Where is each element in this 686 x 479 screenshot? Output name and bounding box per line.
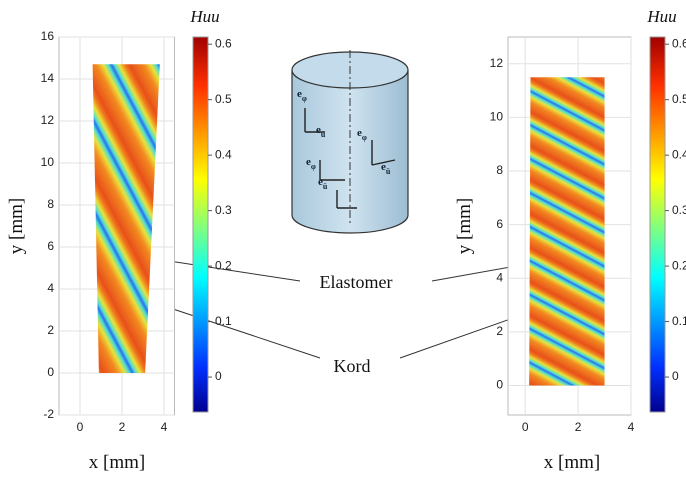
y-axis-label: y [mm]: [454, 198, 475, 254]
y-tick-label: 12: [490, 56, 504, 70]
colorbar-tick-label: 0: [672, 369, 679, 383]
x-axis-label: x [mm]: [89, 452, 145, 473]
colorbar-tick-label: 0.6: [215, 36, 232, 50]
colorbar-title: Huu: [189, 7, 219, 26]
colorbar-title: Huu: [646, 7, 676, 26]
y-tick-label: 8: [496, 163, 503, 177]
colorbar-tick-label: 0.2: [672, 258, 686, 272]
colorbar: [650, 37, 665, 412]
x-tick-label: 0: [522, 420, 529, 434]
colorbar-tick-label: 0.3: [215, 203, 232, 217]
y-tick-label: 2: [47, 323, 54, 337]
y-tick-label: 16: [41, 29, 55, 43]
y-tick-label: 8: [47, 197, 54, 211]
y-tick-label: 0: [47, 365, 54, 379]
colorbar-tick-label: 0.4: [215, 147, 232, 161]
y-tick-label: 12: [41, 113, 55, 127]
colorbar-tick-label: 0.5: [215, 92, 232, 106]
vector-sub: ū: [386, 167, 391, 176]
x-tick-label: 0: [77, 420, 84, 434]
x-axis-label: x [mm]: [544, 452, 600, 473]
x-tick-label: 2: [575, 420, 582, 434]
y-tick-label: 0: [496, 378, 503, 392]
y-tick-label: 10: [41, 155, 55, 169]
y-tick-label: 6: [47, 239, 54, 253]
x-tick-label: 4: [628, 420, 635, 434]
colorbar-tick-label: 0.6: [672, 36, 686, 50]
cylinder: [292, 50, 408, 233]
y-tick-label: 10: [490, 110, 504, 124]
y-tick-label: 4: [47, 281, 54, 295]
figure: eφeūeφeūeφeū Elastomer Kord 024-20246810…: [0, 0, 686, 479]
x-tick-label: 2: [119, 420, 126, 434]
vector-sub: φ: [311, 162, 316, 171]
vector-sub: ū: [321, 130, 326, 139]
y-tick-label: 14: [41, 71, 55, 85]
annotation: Kord: [334, 356, 371, 376]
y-tick-label: -2: [43, 407, 54, 421]
colorbar-tick-label: 0.2: [215, 258, 232, 272]
x-tick-label: 4: [161, 420, 168, 434]
y-tick-label: 2: [496, 324, 503, 338]
colorbar-tick-label: 0: [215, 369, 222, 383]
strain-field: [529, 77, 604, 385]
vector-sub: φ: [362, 133, 367, 142]
annotation: Elastomer: [320, 272, 393, 292]
colorbar: [193, 37, 208, 412]
colorbar-tick-label: 0.5: [672, 92, 686, 106]
leader-lines: [122, 255, 550, 358]
y-tick-label: 6: [496, 217, 503, 231]
y-tick-label: 4: [496, 270, 503, 284]
colorbar-tick-label: 0.3: [672, 203, 686, 217]
colorbar-tick-label: 0.1: [672, 314, 686, 328]
vector-sub: φ: [302, 94, 307, 103]
y-axis-label: y [mm]: [6, 198, 27, 254]
vector-sub: ū: [323, 182, 328, 191]
colorbar-tick-label: 0.1: [215, 314, 232, 328]
colorbar-tick-label: 0.4: [672, 147, 686, 161]
